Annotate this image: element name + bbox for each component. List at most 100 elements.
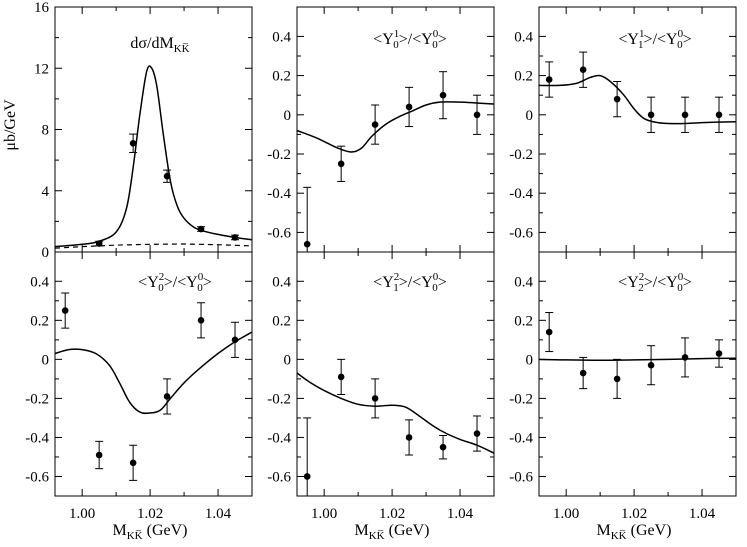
- data-point: [197, 317, 205, 324]
- data-point: [95, 240, 103, 247]
- fit-curve: [296, 101, 495, 153]
- y-tick-label: 16: [34, 0, 50, 16]
- x-tick-label: 1.00: [69, 506, 95, 522]
- data-point: [681, 354, 689, 361]
- data-point: [545, 328, 553, 336]
- x-axis-label: MKK̅ (GeV): [597, 522, 672, 542]
- panel-title: <Y2 1>/<Y0 0>: [373, 271, 447, 294]
- y-tick-label: 0.4: [272, 29, 291, 45]
- y-tick-label: 0.2: [272, 313, 291, 329]
- panel-p4: -0.6 -0.4 -0.2 0 0.2 0.4 1.00 1.02 1.04 <Y2 0>/<Y0…: [25, 251, 253, 522]
- y-tick-label: -0.6: [25, 469, 49, 485]
- data-point: [715, 111, 723, 119]
- data-point: [579, 369, 587, 377]
- fit-curve: [296, 372, 495, 454]
- y-tick-label: 0: [42, 245, 50, 261]
- x-axis-label: MKK̅ (GeV): [355, 522, 430, 542]
- fit-curve: [54, 65, 253, 248]
- y-tick-label: -0.2: [509, 391, 533, 407]
- data-point: [163, 393, 171, 400]
- panel-title: <Y1 0>/<Y0 0>: [373, 28, 447, 51]
- y-tick-label: -0.6: [509, 469, 533, 485]
- x-tick-label: 1.04: [447, 506, 474, 522]
- data-point: [579, 66, 587, 74]
- data-point: [439, 443, 447, 451]
- x-axis-label: MKK̅ (GeV): [113, 522, 188, 542]
- y-tick-label: 0.2: [272, 69, 291, 85]
- y-tick-label: 0: [526, 352, 534, 368]
- data-point: [647, 361, 655, 369]
- plot-frame: [296, 251, 495, 497]
- panel-title: <Y1 1>/<Y0 0>: [618, 28, 691, 51]
- data-point: [163, 172, 171, 180]
- x-tick-label: 1.00: [311, 506, 337, 522]
- y-tick-label: 8: [42, 123, 50, 139]
- fit-curve: [538, 74, 737, 125]
- data-point: [715, 350, 723, 357]
- y-tick-label: -0.2: [267, 391, 291, 407]
- data-point: [405, 434, 413, 441]
- panel-p3: -0.6 -0.4 -0.2 0 0.2 0.4 <Y1 1>/<Y0 0>: [509, 6, 737, 253]
- x-tick-label: 1.02: [137, 506, 163, 522]
- panel-p1: 0 4 8 12 16 dσ/dMKK̅: [34, 0, 253, 261]
- data-point: [613, 375, 621, 383]
- plot-frame: [538, 251, 737, 497]
- data-point: [231, 234, 239, 241]
- fit-curve: [54, 331, 253, 415]
- y-tick-label: 4: [42, 184, 50, 200]
- x-tick-label: 1.04: [205, 506, 232, 522]
- data-point: [473, 111, 481, 119]
- y-tick-label: 12: [34, 61, 49, 77]
- data-point: [473, 430, 481, 437]
- y-tick-label: -0.4: [509, 430, 533, 446]
- data-point: [545, 76, 553, 83]
- panel-p6: -0.6 -0.4 -0.2 0 0.2 0.4 1.00 1.02 1.04 <Y2 2>/<Y0…: [509, 251, 737, 522]
- data-point: [129, 459, 137, 467]
- y-tick-label: -0.6: [267, 469, 291, 485]
- y-tick-label: 0: [42, 352, 50, 368]
- y-tick-label: 0: [526, 108, 534, 124]
- y-tick-label: -0.2: [25, 391, 49, 407]
- data-point: [129, 139, 137, 147]
- data-point: [61, 307, 69, 314]
- y-tick-label: 0.2: [514, 313, 533, 329]
- data-point: [371, 121, 379, 128]
- y-tick-label: -0.4: [25, 430, 49, 446]
- y-tick-label: 0: [284, 108, 292, 124]
- y-tick-label: -0.4: [267, 186, 291, 202]
- data-point: [405, 103, 413, 111]
- y-axis-label-top: μb/GeV: [2, 99, 19, 151]
- y-tick-label: 0.4: [272, 274, 291, 290]
- x-tick-label: 1.02: [621, 506, 647, 522]
- data-point: [337, 373, 345, 381]
- data-point: [95, 451, 103, 459]
- y-tick-label: 0.2: [514, 69, 533, 85]
- x-tick-label: 1.00: [553, 506, 579, 522]
- data-point: [681, 111, 689, 119]
- panel-title: <Y2 0>/<Y0 0>: [138, 271, 212, 294]
- y-tick-label: 0: [284, 352, 292, 368]
- y-tick-label: -0.6: [267, 225, 291, 241]
- y-tick-label: 0.4: [30, 274, 49, 290]
- data-point: [439, 91, 447, 99]
- panel-p5: -0.6 -0.4 -0.2 0 0.2 0.4 1.00 1.02 1.04 <Y2 1>/<Y0…: [267, 251, 495, 522]
- fit-curve: [538, 357, 737, 362]
- y-tick-label: 0.4: [514, 29, 533, 45]
- y-tick-label: 0.2: [30, 313, 49, 329]
- panel-p2: -0.6 -0.4 -0.2 0 0.2 0.4 <Y1 0>/<Y0 0>: [267, 6, 495, 253]
- data-point: [303, 240, 311, 248]
- data-point: [647, 111, 655, 119]
- data-point: [337, 160, 345, 168]
- data-point: [231, 336, 239, 344]
- panel-title: dσ/dMKK̅: [130, 35, 189, 55]
- data-point: [303, 473, 311, 480]
- data-point: [371, 395, 379, 402]
- y-tick-label: -0.2: [267, 147, 291, 163]
- plot-frame: [54, 251, 253, 497]
- data-point: [613, 95, 621, 103]
- y-tick-label: -0.4: [267, 430, 291, 446]
- panel-title: <Y2 2>/<Y0 0>: [618, 271, 692, 294]
- y-tick-label: -0.6: [509, 225, 533, 241]
- data-point: [197, 225, 205, 233]
